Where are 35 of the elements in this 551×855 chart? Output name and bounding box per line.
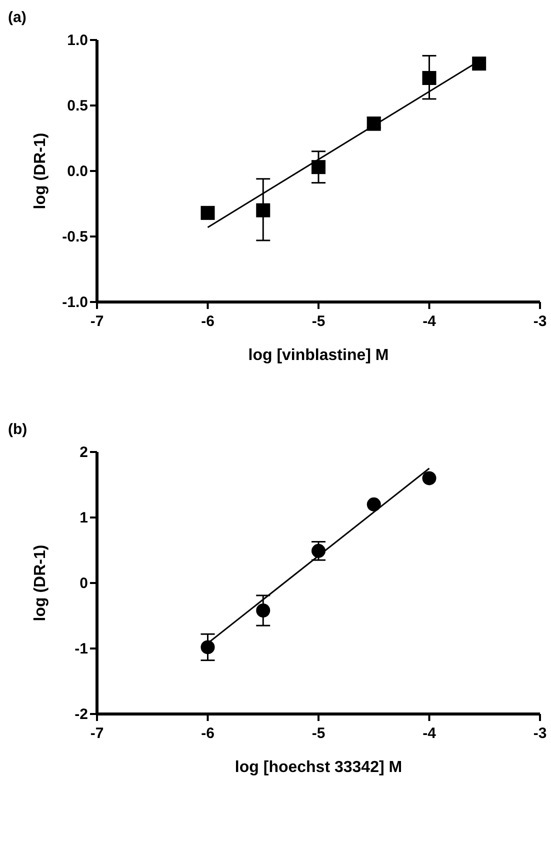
- point: [366, 497, 381, 512]
- x-tick-label: -3: [533, 313, 547, 330]
- x-tick-label: -6: [201, 725, 214, 742]
- point: [312, 160, 326, 174]
- y-axis-title: log (DR-1): [32, 544, 49, 622]
- point: [256, 604, 270, 618]
- x-tick-label: -3: [533, 725, 547, 742]
- point: [422, 70, 436, 85]
- x-axis-title: log [vinblastine] M: [248, 347, 389, 364]
- chart-title: (b): [8, 421, 28, 438]
- x-tick-label: -5: [312, 313, 326, 330]
- point: [422, 471, 436, 486]
- x-tick-label: -6: [201, 313, 214, 330]
- y-tick-label: 0.0: [67, 163, 88, 180]
- y-tick-label: 0: [80, 575, 88, 592]
- y-tick-label: 2: [80, 444, 88, 461]
- y-tick-label: -2: [74, 706, 88, 723]
- point: [256, 203, 270, 218]
- x-tick-label: -7: [90, 313, 104, 330]
- point: [200, 206, 215, 220]
- y-axis-title: log (DR-1): [32, 132, 49, 210]
- x-tick-label: -4: [422, 313, 437, 330]
- y-tick-label: -1: [74, 640, 88, 658]
- x-tick-label: -7: [90, 725, 104, 742]
- y-tick-label: 0.5: [67, 98, 88, 114]
- y-tick-label: 1: [80, 510, 88, 526]
- y-tick-label: -0.5: [62, 228, 88, 246]
- point: [472, 56, 486, 71]
- y-tick-label: -1.0: [62, 294, 88, 311]
- x-axis-title: log [hoechst 33342] M: [234, 759, 402, 776]
- x-tick-label: -4: [422, 725, 437, 742]
- chart-title: (a): [8, 9, 26, 26]
- x-tick-label: -5: [312, 725, 326, 742]
- point: [200, 640, 215, 654]
- y-tick-label: 1.0: [67, 32, 88, 49]
